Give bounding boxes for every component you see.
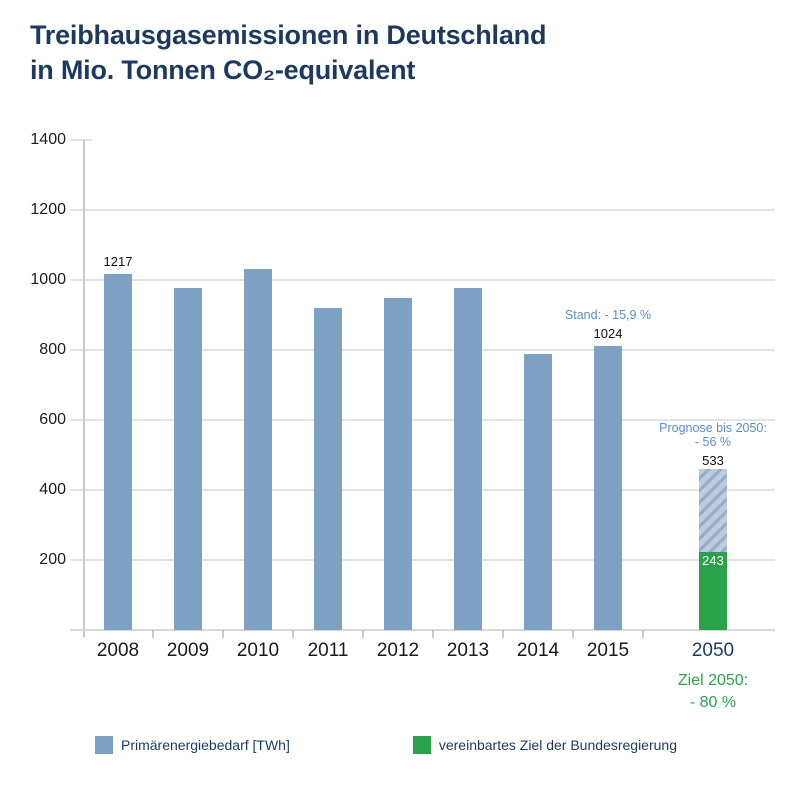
x-axis-tick: [292, 629, 294, 638]
x-axis-label-2011: 2011: [307, 640, 349, 661]
legend-item-primary-energy: Primärenergiebedarf [TWh]: [95, 736, 290, 754]
chart-title: Treibhausgasemissionen in Deutschland in…: [30, 18, 546, 88]
gridline-600: [70, 418, 775, 421]
x-axis-line: [70, 628, 775, 631]
gridline-400: [70, 488, 775, 491]
bar-2010: [244, 268, 272, 630]
y-axis-line: [83, 139, 85, 637]
y-axis-label-1000: 1000: [30, 270, 66, 288]
x-axis-label-2050: 2050: [691, 640, 735, 661]
x-axis-label-2009: 2009: [166, 640, 210, 661]
legend-swatch-blue: [95, 736, 113, 754]
bar-2008: [104, 273, 132, 630]
y-axis-label-800: 800: [39, 340, 66, 358]
bar-2050-green-segment: [699, 551, 727, 630]
bar-2013: [454, 287, 482, 630]
y-axis-label-200: 200: [39, 550, 66, 568]
gridline-800: [70, 348, 775, 351]
legend-item-government-target: vereinbartes Ziel der Bundesregierung: [412, 736, 677, 754]
gridline-1200: [70, 208, 775, 211]
y-axis-label-1200: 1200: [30, 200, 66, 218]
x-axis-label-2013: 2013: [446, 640, 490, 661]
y-axis-label-400: 400: [39, 480, 66, 498]
legend-label-primary-energy: Primärenergiebedarf [TWh]: [121, 737, 290, 753]
x-axis-tick: [222, 629, 224, 638]
gridline-200: [70, 558, 775, 561]
x-axis-label-2014: 2014: [516, 640, 560, 661]
gridline-1000: [70, 278, 775, 281]
y-axis-label-600: 600: [39, 410, 66, 428]
x-axis-tick: [362, 629, 364, 638]
x-axis-tick: [642, 629, 644, 638]
x-axis-tick: [502, 629, 504, 638]
chart-legend: Primärenergiebedarf [TWh] vereinbartes Z…: [95, 736, 677, 754]
chart-title-line1: Treibhausgasemissionen in Deutschland: [30, 20, 547, 50]
x-axis-label-2010: 2010: [236, 640, 280, 661]
bar-value-label-2015: 1024: [593, 325, 623, 341]
target-2050-note: Ziel 2050: - 80 %: [677, 672, 749, 711]
x-axis-tick: [432, 629, 434, 638]
x-axis-label-2008: 2008: [96, 640, 140, 661]
bar-2012: [384, 298, 412, 630]
bar-2009: [174, 287, 202, 630]
y-tick-1400: [70, 138, 92, 141]
bar-value-label-2050: 533: [702, 452, 724, 468]
chart-title-line2: in Mio. Tonnen CO₂-equivalent: [30, 55, 416, 85]
bar-2015: [594, 345, 622, 630]
bar-2011: [314, 307, 342, 630]
x-axis-tick: [572, 629, 574, 638]
legend-swatch-green: [412, 736, 431, 754]
bar-2014: [524, 354, 552, 630]
x-axis-tick: [152, 629, 154, 638]
x-axis-label-2015: 2015: [586, 640, 630, 661]
annotation-2015: Stand: - 15,9 %: [564, 307, 652, 322]
y-axis-label-1400: 1400: [30, 130, 66, 148]
annotation-2050: Prognose bis 2050: - 56 %: [659, 420, 767, 449]
segment-value-label-243: 243: [702, 553, 724, 569]
bar-value-label-2008: 1217: [103, 253, 133, 269]
legend-label-government-target: vereinbartes Ziel der Bundesregierung: [438, 737, 677, 753]
bar-2050-hatched-segment: [699, 468, 727, 552]
x-axis-label-2012: 2012: [376, 640, 420, 661]
